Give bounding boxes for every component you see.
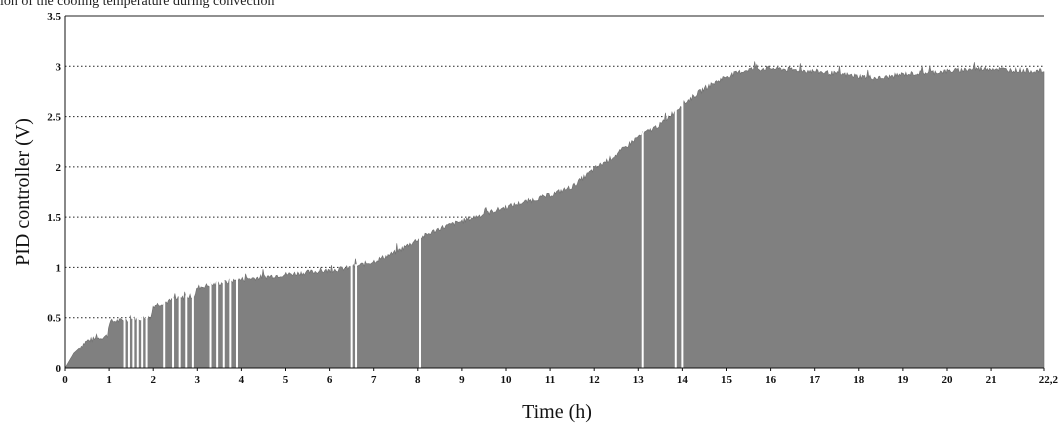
y-tick-label: 1	[56, 262, 62, 274]
x-tick-label: 15	[721, 374, 733, 386]
y-tick-label: 1.5	[47, 212, 61, 224]
y-tick-label: 3	[56, 61, 62, 73]
x-tick-label: 0	[62, 374, 68, 386]
x-tick-label: 2	[150, 374, 156, 386]
x-tick-label: 9	[459, 374, 465, 386]
y-tick-label: 0	[56, 363, 62, 375]
x-tick-label: 10	[500, 374, 512, 386]
y-tick-labels: 0 0.5 1 1.5 2 2.5 3 3.5	[47, 11, 61, 375]
x-tick-label: 8	[415, 374, 421, 386]
x-tick-label: 6	[327, 374, 333, 386]
x-tick-labels: 0 1 2 3 4 5 6 7 8 9 10 11 12 13 14 15 16 17 18 19 20 21 22,2	[62, 368, 1059, 386]
x-tick-label: 13	[633, 374, 645, 386]
x-tick-label: 5	[283, 374, 289, 386]
x-tick-label: 1	[106, 374, 112, 386]
x-tick-label: 21	[986, 374, 997, 386]
x-axis-title: Time (h)	[522, 401, 592, 423]
x-tick-label: 17	[809, 374, 821, 386]
x-tick-label: 22,2	[1039, 374, 1059, 386]
x-tick-label: 19	[897, 374, 909, 386]
y-tick-label: 2.5	[47, 112, 61, 124]
data-gaps	[123, 102, 684, 368]
x-tick-label: 7	[371, 374, 377, 386]
x-tick-label: 12	[589, 374, 601, 386]
caption-fragment: ion of the cooling temperature during co…	[0, 0, 275, 9]
x-tick-label: 14	[677, 374, 689, 386]
x-tick-label: 4	[239, 374, 245, 386]
axes	[64, 16, 1044, 369]
x-tick-label: 3	[195, 374, 201, 386]
y-tick-label: 0.5	[47, 313, 61, 325]
y-tick-label: 3.5	[47, 11, 61, 23]
x-tick-label: 11	[545, 374, 555, 386]
x-tick-label: 16	[765, 374, 777, 386]
x-tick-label: 20	[941, 374, 953, 386]
plot-area	[64, 61, 1045, 369]
y-axis-title: PID controller (V)	[12, 118, 34, 266]
x-tick-label: 18	[853, 374, 865, 386]
y-tick-label: 2	[56, 162, 62, 174]
data-series-area	[64, 61, 1045, 369]
